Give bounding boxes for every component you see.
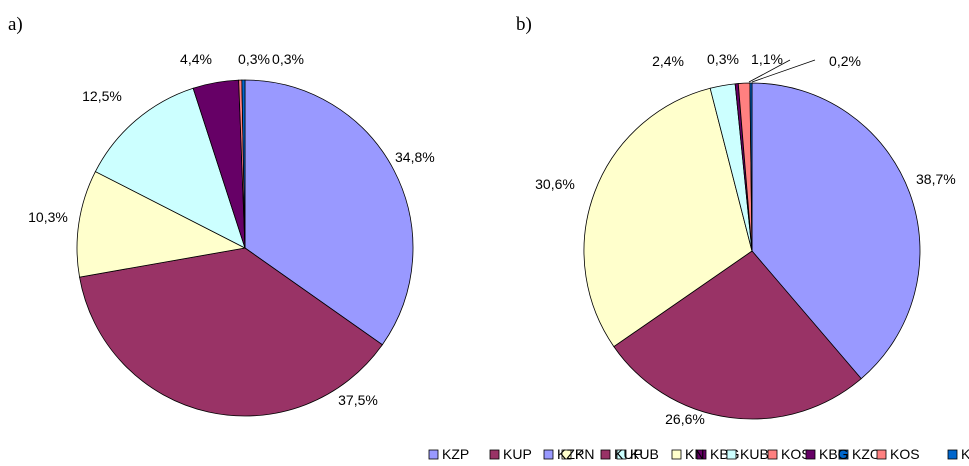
legend-label-kzo: KZO: [961, 446, 969, 462]
legend-label-kzp: KZP: [557, 446, 584, 462]
data-label-kzo: 0,3%: [272, 51, 304, 67]
legend-swatch-kn: [561, 449, 572, 460]
legend-swatch-kub: [726, 449, 737, 460]
legend-label-kbg: KBG: [819, 446, 849, 462]
data-label-kzp: 34,8%: [395, 149, 435, 165]
data-label-kbg: 4,4%: [180, 51, 212, 67]
data-label-kup: 37,5%: [338, 392, 378, 408]
pie-slice-kzp: [244, 79, 414, 346]
pie-slice-kn: [583, 87, 753, 348]
legend-label-kub: KUB: [740, 446, 769, 462]
data-label-kzo: 0,2%: [829, 53, 861, 69]
legend-label-kn: KN: [575, 446, 594, 462]
data-label-kos: 1,1%: [751, 51, 783, 67]
legend-swatch-kzo: [838, 449, 849, 460]
legend-label-kzo: KZO: [852, 446, 881, 462]
legend-label-kzp: KZP: [442, 446, 469, 462]
panel-label-a: a): [8, 14, 23, 35]
pie-slice-kup: [613, 250, 862, 420]
pie-slice-kup: [79, 247, 383, 417]
panel-label-b: b): [516, 14, 532, 35]
legend-swatch-kbg: [696, 449, 707, 460]
leader-line-kos: [748, 59, 791, 83]
leader-line-kzo: [751, 59, 816, 83]
legend-label-kup: KUP: [503, 446, 532, 462]
legend-label-kn: KN: [685, 446, 704, 462]
data-label-kn: 30,6%: [535, 176, 575, 192]
legend-swatch-kos: [767, 449, 778, 460]
data-label-kbg: 0,3%: [707, 51, 739, 67]
legend-swatch-kub: [616, 449, 627, 460]
pie-slice-kub: [94, 87, 246, 249]
legend-swatch-kzp: [428, 449, 439, 460]
data-label-kup: 26,6%: [665, 411, 705, 427]
legend-swatch-kbg: [805, 449, 816, 460]
legend-label-kos: KOS: [890, 446, 920, 462]
data-label-kn: 10,3%: [28, 209, 68, 225]
legend-swatch-kup: [600, 449, 611, 460]
legend-label-kup: KUP: [614, 446, 643, 462]
pie-slice-kzp: [751, 82, 921, 380]
legend-label-kub: KUB: [630, 446, 659, 462]
legend-swatch-kup: [489, 449, 500, 460]
data-label-kzp: 38,7%: [916, 171, 956, 187]
pie-chart-a: 34,8%37,5%10,3%12,5%4,4% 0,3% 0,3%KZP KUP KN…: [28, 51, 881, 462]
legend-swatch-kn: [671, 449, 682, 460]
pie-slice-kzo: [749, 82, 753, 252]
legend-swatch-kzp: [543, 449, 554, 460]
pie-slice-kn: [76, 171, 247, 278]
legend-swatch-kos: [876, 449, 887, 460]
legend-swatch-kzo: [947, 449, 958, 460]
data-label-kub: 2,4%: [652, 53, 684, 69]
legend-label-kos: KOS: [781, 446, 811, 462]
data-label-kos: 0,3%: [238, 51, 270, 67]
pie-chart-b: 38,7% 26,6% 30,6% 2,4% 0,3% 1,1% 0,2% KZP KUP KN K…: [535, 51, 969, 462]
pie-slice-kzo: [241, 79, 246, 249]
data-label-kub: 12,5%: [82, 88, 122, 104]
